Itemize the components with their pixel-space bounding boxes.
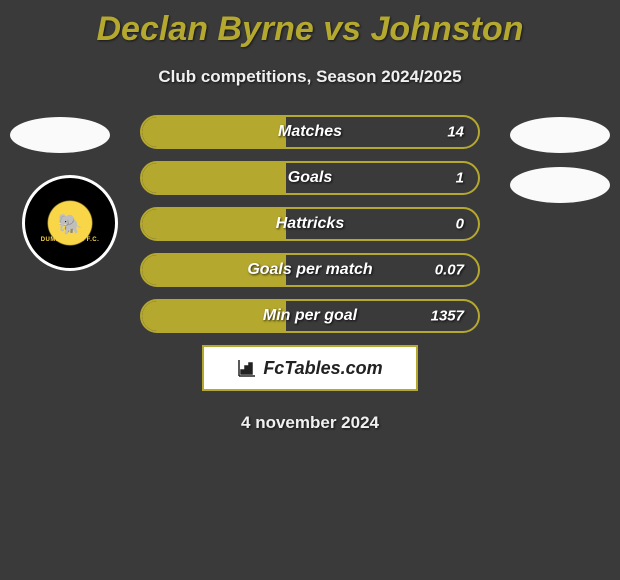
comparison-content: DFC 🐘 DUMBARTON F.C. Matches 14 Goals 1 …	[0, 115, 620, 433]
stat-row-goals: Goals 1	[140, 161, 480, 195]
stat-label: Min per goal	[142, 307, 478, 325]
stat-rows: Matches 14 Goals 1 Hattricks 0 Goals per…	[140, 115, 480, 333]
stat-value: 0.07	[435, 262, 464, 279]
crest-elephant-icon: 🐘	[41, 215, 100, 235]
player1-badge-placeholder-1	[10, 117, 110, 153]
stat-row-hattricks: Hattricks 0	[140, 207, 480, 241]
stat-label: Matches	[142, 123, 478, 141]
brand-text: FcTables.com	[263, 358, 382, 379]
player2-badge-placeholder-1	[510, 117, 610, 153]
stat-value: 1357	[431, 308, 464, 325]
subtitle: Club competitions, Season 2024/2025	[0, 67, 620, 87]
stat-value: 14	[447, 124, 464, 141]
stat-row-min-per-goal: Min per goal 1357	[140, 299, 480, 333]
club-crest: DFC 🐘 DUMBARTON F.C.	[22, 175, 118, 271]
player2-badge-placeholder-2	[510, 167, 610, 203]
chart-icon	[237, 358, 257, 378]
stat-label: Hattricks	[142, 215, 478, 233]
stat-label: Goals per match	[142, 261, 478, 279]
stat-row-matches: Matches 14	[140, 115, 480, 149]
crest-bottom-text: DUMBARTON F.C.	[41, 237, 100, 243]
stat-label: Goals	[142, 169, 478, 187]
stat-row-goals-per-match: Goals per match 0.07	[140, 253, 480, 287]
stat-value: 1	[456, 170, 464, 187]
crest-top-text: DFC	[41, 204, 100, 213]
brand-box[interactable]: FcTables.com	[202, 345, 418, 391]
date-line: 4 november 2024	[0, 413, 620, 433]
stat-value: 0	[456, 216, 464, 233]
page-title: Declan Byrne vs Johnston	[0, 0, 620, 49]
